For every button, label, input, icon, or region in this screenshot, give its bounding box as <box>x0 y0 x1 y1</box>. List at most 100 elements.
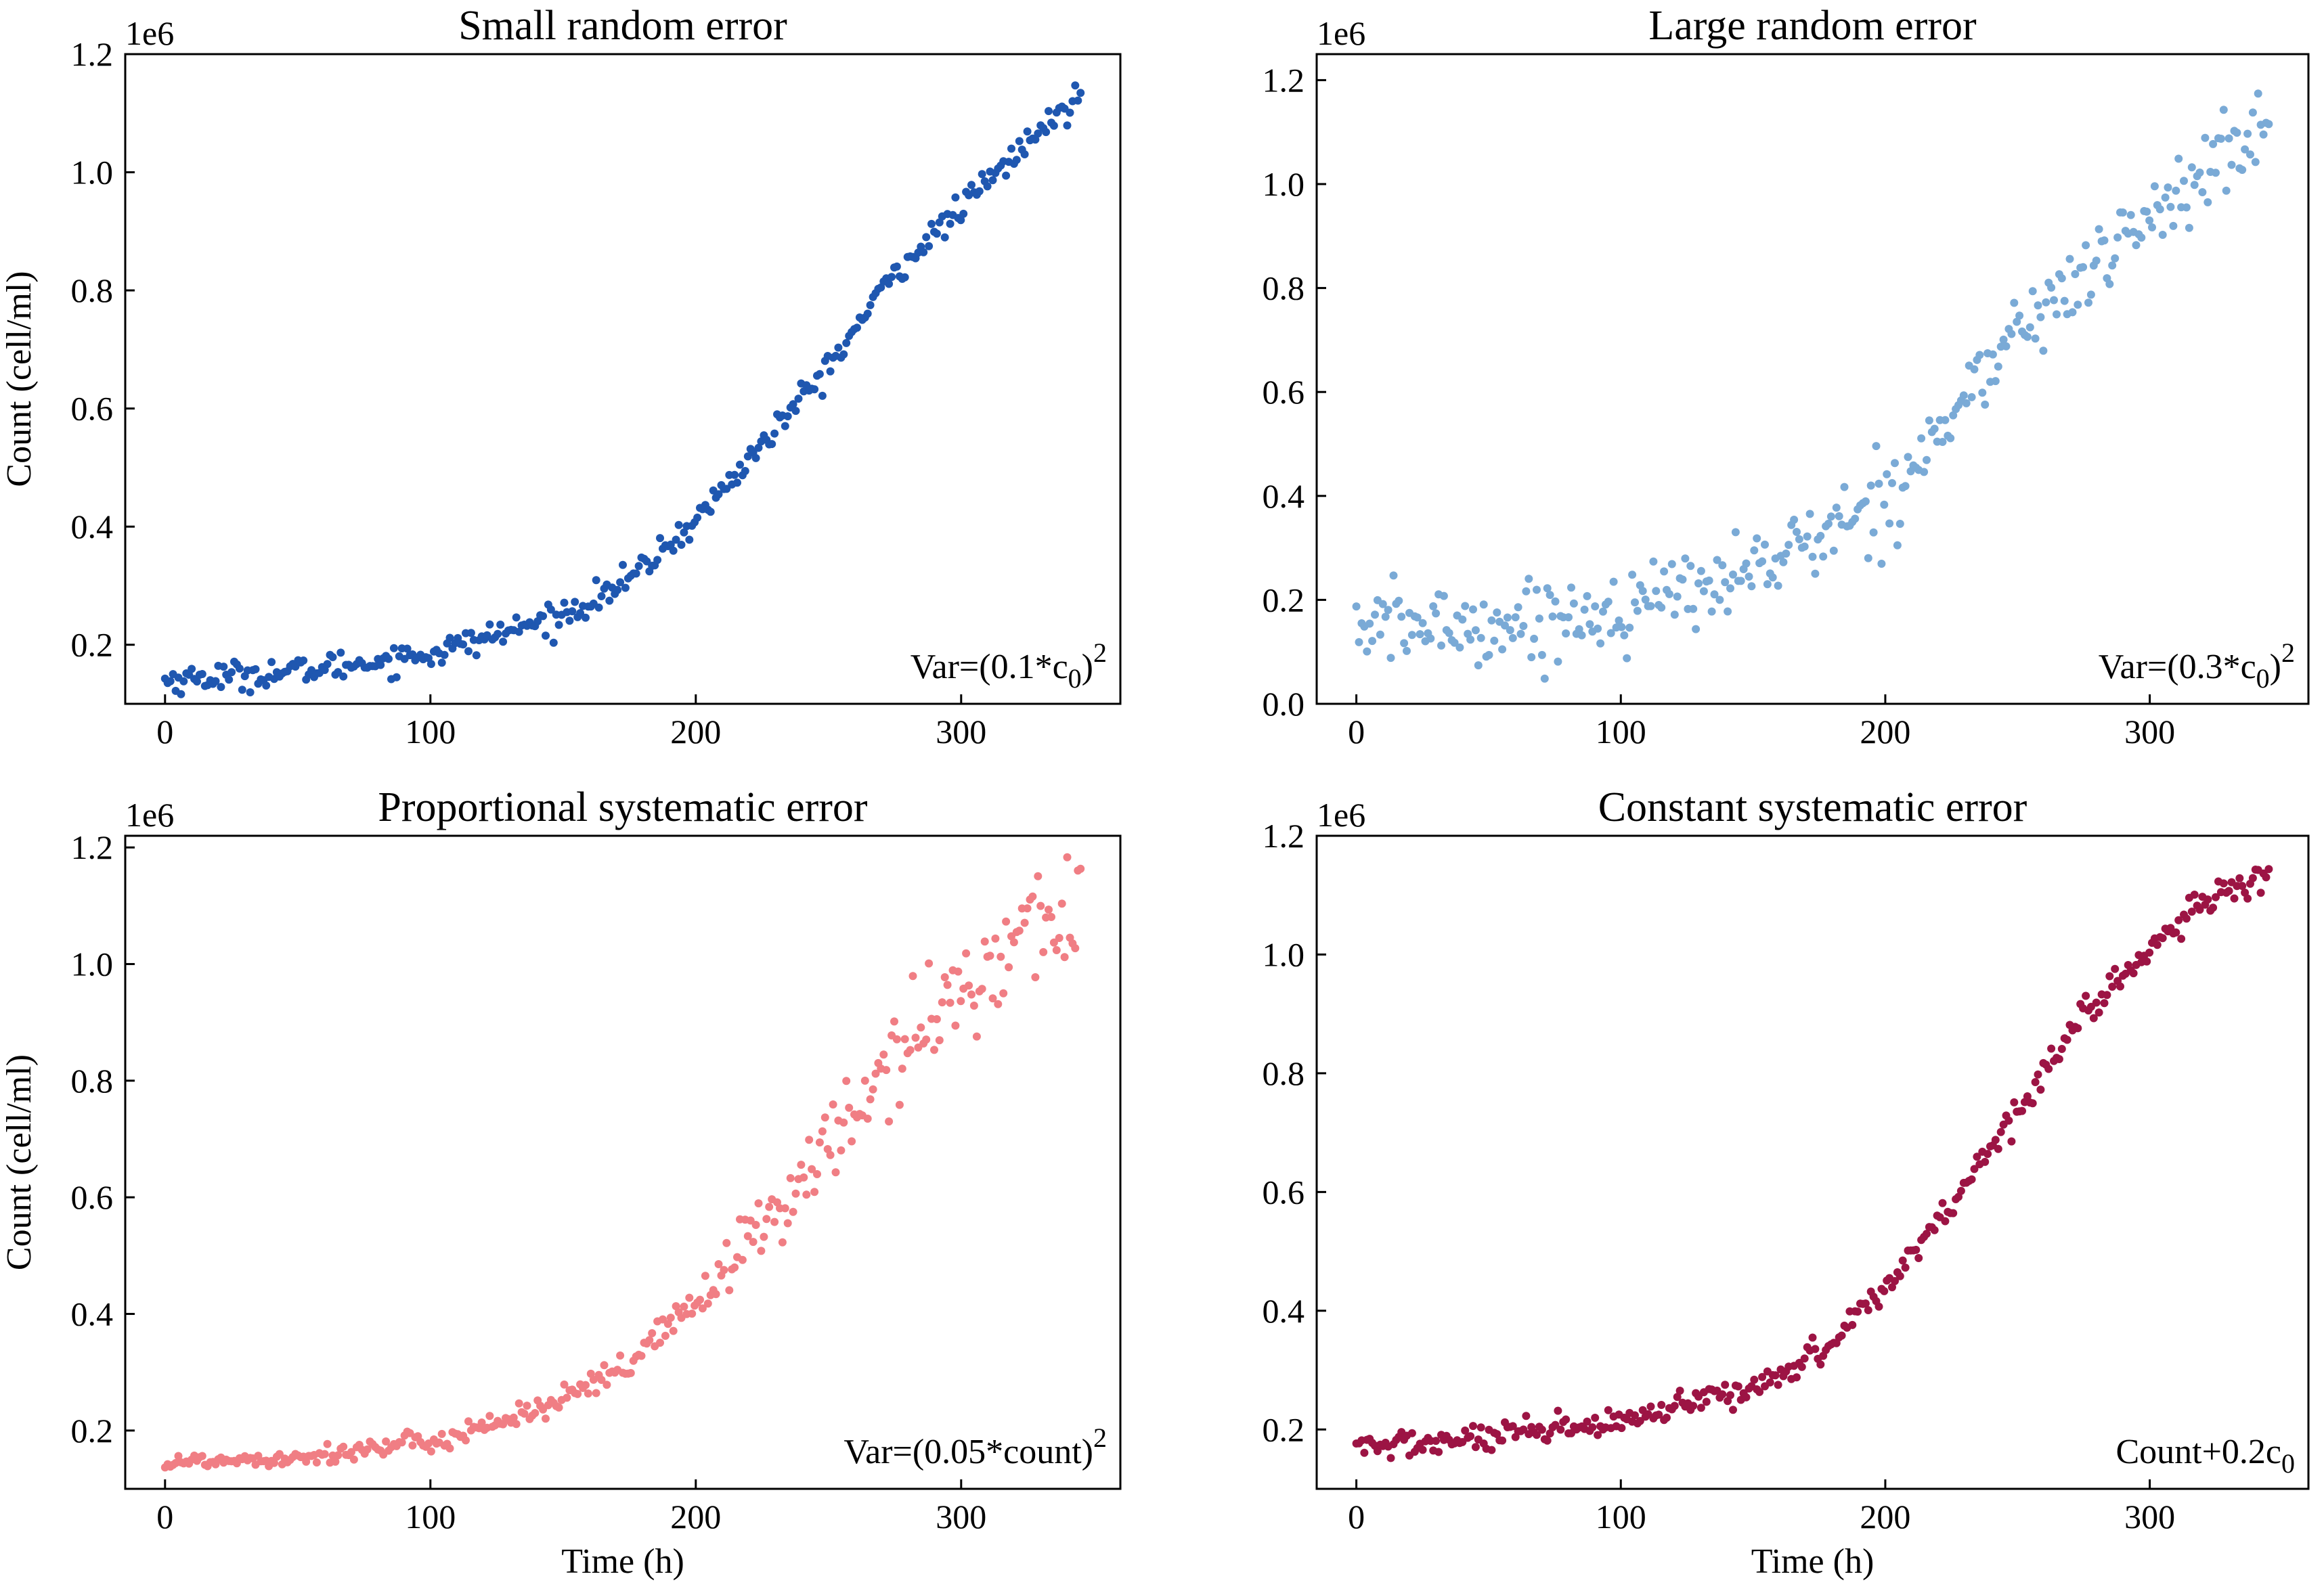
scatter-point <box>688 1310 697 1318</box>
scatter-point <box>426 660 435 669</box>
scatter-point <box>703 1299 712 1308</box>
scatter-point <box>2105 972 2114 981</box>
scatter-point <box>967 990 975 999</box>
scatter-point <box>1675 1387 1684 1395</box>
scatter-point <box>1554 1406 1562 1415</box>
scatter-point <box>1389 571 1398 580</box>
scatter-point <box>863 309 872 318</box>
scatter-point <box>2153 941 2162 949</box>
scatter-point <box>1060 953 1069 962</box>
scatter-point <box>1721 578 1730 587</box>
scatter-point <box>2055 1055 2063 1063</box>
scatter-point <box>1710 590 1719 599</box>
x-tick-label: 300 <box>936 713 986 751</box>
scatter-point <box>177 690 185 698</box>
scatter-point <box>871 1069 880 1078</box>
scatter-point <box>946 219 955 228</box>
scatter-point <box>616 578 625 587</box>
scatter-point <box>698 1304 707 1313</box>
scatter-point <box>554 1403 563 1412</box>
scatter-point <box>1808 552 1817 561</box>
x-tick-label: 200 <box>670 713 721 751</box>
scatter-point <box>2241 145 2250 154</box>
scatter-point <box>925 959 934 968</box>
scatter-point <box>1840 483 1849 491</box>
scatter-point <box>174 1452 183 1460</box>
x-tick-label: 200 <box>1860 713 1910 751</box>
scatter-point <box>1476 1423 1485 1432</box>
scatter-point <box>991 934 1000 943</box>
scatter-point <box>969 1002 978 1010</box>
scatter-point <box>2148 223 2156 231</box>
scatter-point <box>1363 647 1372 656</box>
scatter-point <box>397 1438 406 1447</box>
x-tick-label: 100 <box>405 1498 456 1536</box>
scatter-point <box>445 1444 454 1453</box>
chart-title: Constant systematic error <box>1598 784 2027 830</box>
scatter-point <box>1503 613 1512 622</box>
scatter-point <box>714 490 723 499</box>
scatter-point <box>783 1219 792 1228</box>
scatter-point <box>2071 270 2080 278</box>
scatter-point <box>2031 1078 2040 1086</box>
scatter-point <box>334 1451 343 1460</box>
scatter-point <box>831 1168 840 1177</box>
scatter-point <box>1750 1375 1759 1384</box>
scatter-point <box>1015 137 1024 146</box>
scatter-point <box>1623 654 1631 663</box>
scatter-point <box>2050 296 2058 305</box>
scatter-point <box>1047 913 1055 921</box>
scatter-point <box>542 1414 550 1423</box>
scatter-point <box>2216 135 2225 143</box>
scatter-point <box>1551 1420 1560 1429</box>
scatter-point <box>1991 377 2000 386</box>
scatter-point <box>1461 1426 1470 1435</box>
scatter-point <box>1554 657 1562 666</box>
scatter-point <box>1007 144 1015 153</box>
scatter-point <box>848 1137 856 1146</box>
scatter-point <box>685 1293 694 1302</box>
scatter-point <box>1397 612 1406 621</box>
scatter-point <box>1956 1186 1965 1195</box>
scatter-point <box>1766 1378 1774 1387</box>
scatter-point <box>1702 1397 1711 1406</box>
scatter-point <box>1774 581 1782 590</box>
scatter-point <box>645 1336 654 1345</box>
scatter-point <box>898 1065 906 1073</box>
scatter-point <box>978 170 986 179</box>
scatter-point <box>2036 313 2045 321</box>
scatter-point <box>2222 186 2231 195</box>
scatter-point <box>661 1331 670 1340</box>
scatter-point <box>496 621 505 629</box>
scatter-point <box>2079 263 2088 271</box>
scatter-point <box>1604 1406 1613 1414</box>
scatter-point <box>2238 166 2247 174</box>
scatter-point <box>842 338 851 347</box>
scatter-point <box>1829 546 1838 555</box>
scatter-point <box>1888 1283 1896 1292</box>
panel-large-random-error: Large random error 1e6 0 100 200 300 0.0 0.2 0.4… <box>1263 3 2310 751</box>
scatter-point <box>988 994 997 1003</box>
scatter-point <box>802 1190 811 1199</box>
x-tick-label: 0 <box>1348 713 1365 751</box>
scatter-point <box>1745 573 1753 581</box>
scatter-point <box>597 592 606 600</box>
scatter-point <box>2246 150 2254 159</box>
scatter-point <box>1437 641 1445 650</box>
scatter-point <box>892 1035 901 1044</box>
scatter-point <box>2238 882 2247 891</box>
x-tick-label: 0 <box>1348 1498 1365 1536</box>
scatter-point <box>485 1412 494 1420</box>
scatter-point <box>1874 479 1883 488</box>
scatter-point <box>2063 1035 2071 1044</box>
scatter-point <box>499 1420 508 1429</box>
scatter-point <box>1522 1412 1531 1420</box>
scatter-point <box>1615 616 1623 625</box>
scatter-point <box>1416 630 1424 639</box>
scatter-point <box>1811 569 1820 578</box>
scatter-point <box>765 1203 774 1211</box>
scatter-point <box>1729 1406 1737 1414</box>
scatter-point <box>1883 470 1891 478</box>
scatter-point <box>2004 1116 2013 1125</box>
scatter-point <box>1938 438 1947 446</box>
